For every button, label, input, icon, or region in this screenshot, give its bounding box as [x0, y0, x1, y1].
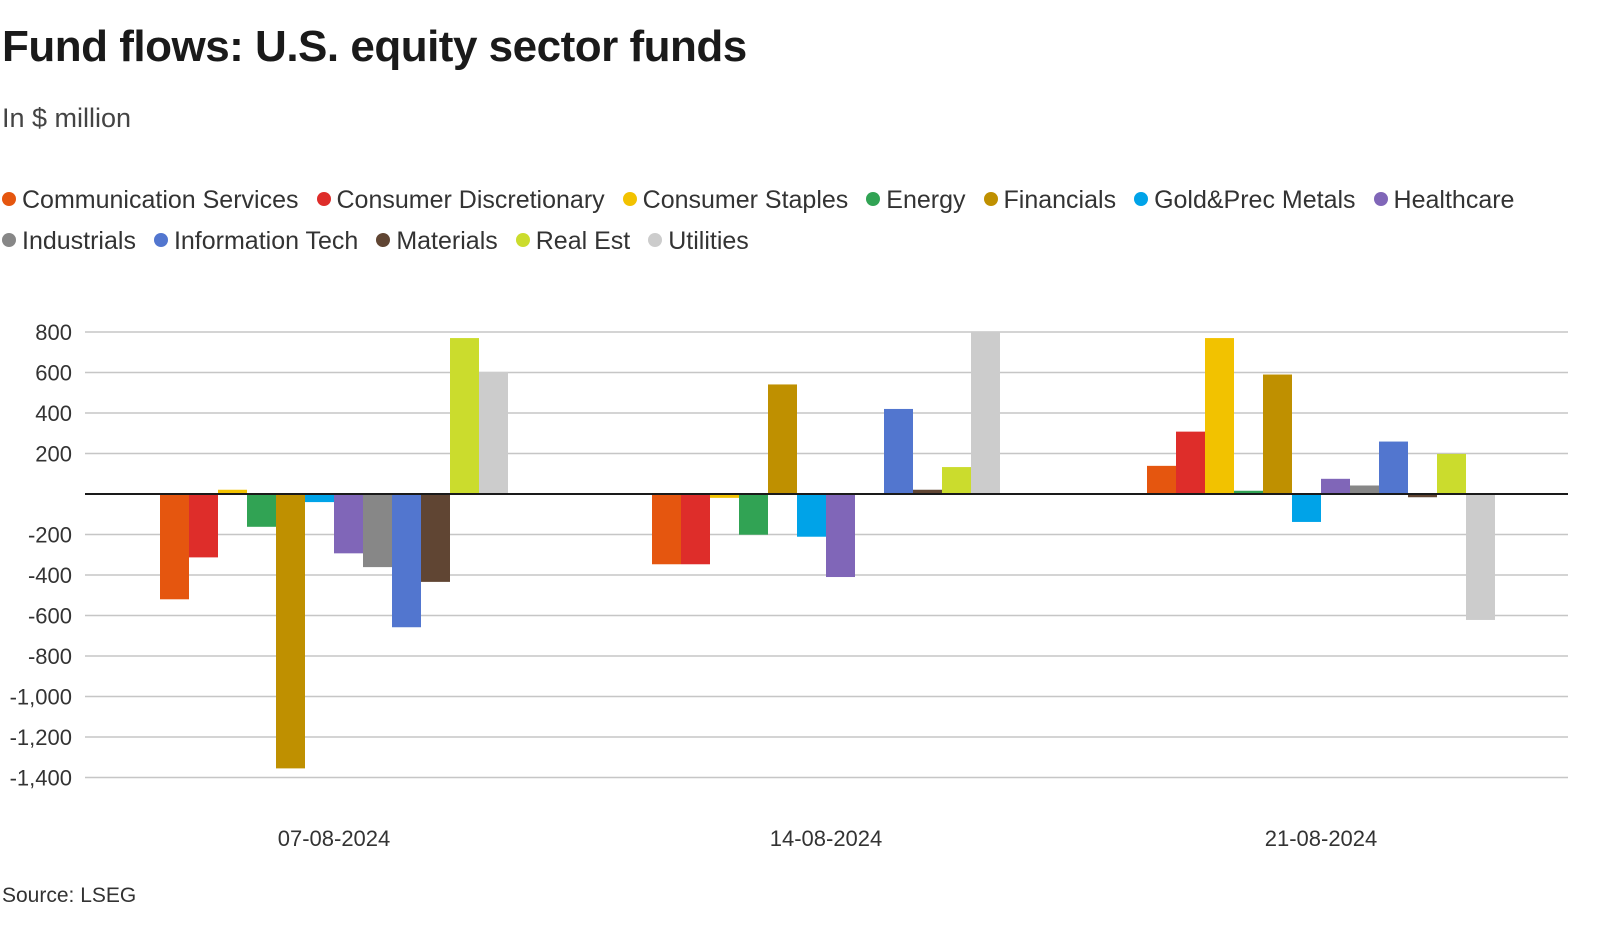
bar — [1263, 374, 1292, 494]
legend-item: Energy — [866, 180, 966, 221]
y-tick-label: 600 — [35, 361, 72, 386]
legend-item: Financials — [983, 180, 1117, 221]
bar — [421, 494, 450, 582]
bar — [652, 494, 681, 565]
legend-label: Consumer Discretionary — [336, 186, 605, 214]
y-tick-label: -1,000 — [10, 685, 72, 710]
legend-swatch — [376, 233, 391, 248]
y-tick-label: -200 — [28, 523, 72, 548]
bar — [1379, 441, 1408, 494]
bar — [1176, 431, 1205, 494]
legend-item: Consumer Discretionary — [316, 180, 605, 221]
y-tick-label: 400 — [35, 401, 72, 426]
legend-item: Information Tech — [153, 221, 359, 262]
bar — [392, 494, 421, 628]
legend-item: Communication Services — [2, 180, 299, 221]
legend-label: Industrials — [22, 227, 136, 255]
bar — [1292, 494, 1321, 522]
legend-label: Energy — [886, 186, 966, 214]
bar — [710, 494, 739, 498]
chart-title: Fund flows: U.S. equity sector funds — [2, 22, 747, 71]
legend-swatch — [866, 192, 881, 207]
legend-label: Gold&Prec Metals — [1154, 186, 1356, 214]
y-tick-label: -1,400 — [10, 766, 72, 791]
legend-swatch — [515, 233, 530, 248]
y-tick-label: -1,200 — [10, 725, 72, 750]
bar — [305, 494, 334, 503]
legend-label: Consumer Staples — [642, 186, 849, 214]
bar — [363, 494, 392, 568]
legend-swatch — [622, 192, 637, 207]
legend-swatch — [2, 192, 16, 207]
bar — [768, 384, 797, 494]
bar — [942, 467, 971, 494]
legend-item: Consumer Staples — [622, 180, 849, 221]
legend-swatch — [153, 233, 168, 248]
bar — [913, 489, 942, 494]
y-tick-label: -400 — [28, 563, 72, 588]
bar — [1350, 485, 1379, 494]
bar — [739, 494, 768, 535]
legend-label: Financials — [1003, 186, 1117, 214]
bar — [160, 494, 189, 600]
bar — [1408, 494, 1437, 498]
legend-swatch — [1134, 192, 1149, 207]
bar — [971, 332, 1000, 494]
legend-label: Information Tech — [173, 227, 359, 255]
legend-label: Real Est — [535, 227, 631, 255]
bar — [1147, 465, 1176, 494]
legend-swatch — [316, 192, 331, 207]
bar — [247, 494, 276, 527]
bar — [450, 338, 479, 494]
y-tick-label: 200 — [35, 442, 72, 467]
bar — [334, 494, 363, 554]
legend-label: Healthcare — [1393, 186, 1515, 214]
x-tick-label: 21-08-2024 — [1265, 826, 1378, 851]
bar — [681, 494, 710, 565]
y-tick-label: 800 — [35, 320, 72, 345]
bar — [1437, 453, 1466, 494]
y-tick-label: -800 — [28, 644, 72, 669]
x-tick-label: 07-08-2024 — [278, 826, 391, 851]
bar — [1205, 338, 1234, 494]
legend-swatch — [2, 233, 16, 248]
chart-subtitle: In $ million — [2, 103, 132, 133]
bar — [1321, 478, 1350, 494]
legend-item: Gold&Prec Metals — [1134, 180, 1356, 221]
x-tick-label: 14-08-2024 — [770, 826, 883, 851]
legend-label: Materials — [396, 227, 498, 255]
bar — [189, 494, 218, 558]
legend-item: Real Est — [515, 221, 631, 262]
source-note: Source: LSEG — [2, 884, 137, 907]
bar — [797, 494, 826, 537]
legend-swatch — [983, 192, 998, 207]
legend: Communication Services Consumer Discretio… — [2, 180, 1562, 262]
legend-item: Materials — [376, 221, 498, 262]
legend-item: Utilities — [648, 221, 749, 262]
bar — [826, 494, 855, 578]
y-tick-label: -600 — [28, 604, 72, 629]
bar — [884, 408, 913, 494]
legend-swatch — [648, 233, 663, 248]
legend-label: Communication Services — [22, 186, 299, 214]
legend-label: Utilities — [668, 227, 749, 255]
bar — [276, 494, 305, 769]
legend-swatch — [1373, 192, 1388, 207]
legend-item: Industrials — [2, 221, 136, 262]
bar — [218, 489, 247, 494]
legend-item: Healthcare — [1373, 180, 1515, 221]
bar — [1234, 490, 1263, 494]
bar — [479, 371, 508, 494]
bar — [1466, 494, 1495, 620]
